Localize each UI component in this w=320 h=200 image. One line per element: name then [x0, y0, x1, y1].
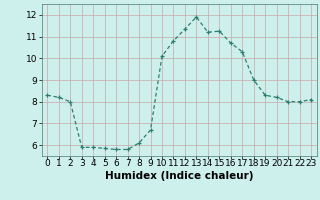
X-axis label: Humidex (Indice chaleur): Humidex (Indice chaleur)	[105, 171, 253, 181]
